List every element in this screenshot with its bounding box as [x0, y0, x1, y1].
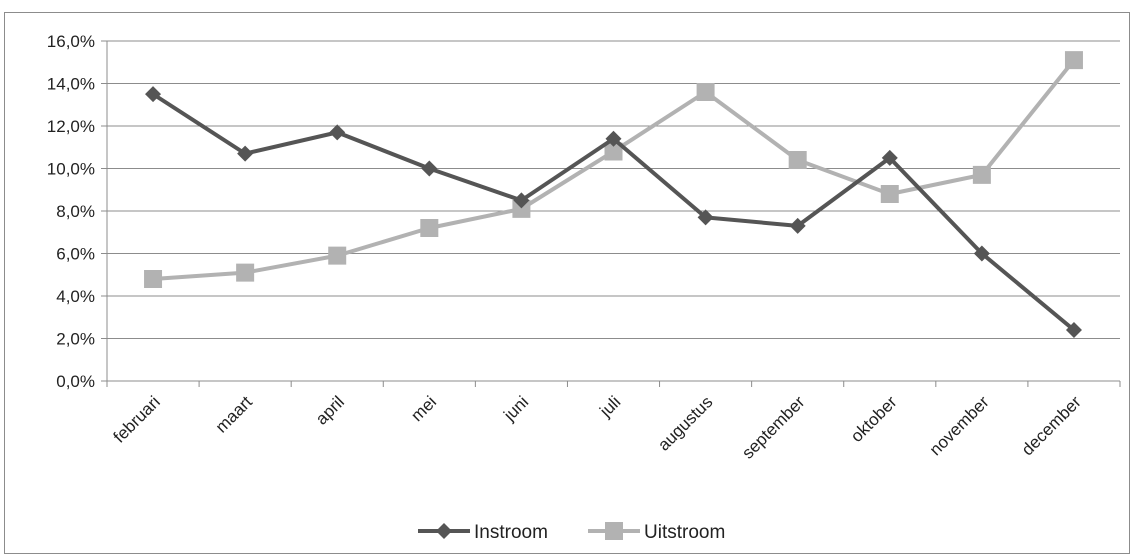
legend-label: Instroom [474, 522, 548, 543]
data-point [1065, 322, 1082, 338]
legend: Instroom Uitstroom [418, 522, 725, 543]
gridlines [107, 40, 1120, 339]
data-point [789, 217, 806, 234]
data-point [1064, 51, 1083, 70]
x-tick-label: februari [110, 392, 164, 446]
data-point [421, 160, 438, 177]
y-tick-label: 16,0% [47, 32, 95, 51]
data-point [604, 142, 623, 161]
data-point [880, 185, 899, 203]
y-tick-label: 12,0% [47, 117, 95, 136]
x-tick-label: juni [499, 392, 532, 425]
data-point [145, 86, 162, 103]
x-tick-label: mei [407, 392, 440, 425]
y-tick-label: 6,0% [56, 245, 95, 264]
series-line [151, 92, 1076, 332]
data-point [512, 199, 531, 218]
x-tick-label: december [1018, 392, 1085, 459]
x-tick-label: november [926, 392, 993, 459]
data-point [436, 523, 452, 539]
data-point [973, 245, 990, 262]
y-tick-label: 0,0% [56, 372, 95, 391]
y-tick-label: 8,0% [56, 202, 95, 221]
legend-item-instroom: Instroom [418, 522, 548, 543]
data-point [788, 151, 807, 169]
data-point [237, 145, 254, 162]
chart-frame [4, 12, 1130, 554]
y-tick-label: 10,0% [47, 160, 95, 179]
x-tick-label: april [312, 392, 348, 428]
series-line [152, 58, 1076, 281]
data-point [972, 165, 991, 184]
data-point [696, 83, 715, 101]
legend-label: Uitstroom [644, 522, 725, 543]
x-tick-label: oktober [847, 392, 901, 446]
data-point [420, 219, 439, 237]
data-point [236, 263, 255, 282]
x-tick-label: juli [595, 392, 624, 421]
x-tick-label: augustus [654, 392, 716, 454]
y-tick-label: 4,0% [56, 287, 95, 306]
series-instroom [145, 86, 1082, 338]
data-point [513, 192, 530, 209]
data-point [605, 130, 622, 147]
axes [101, 40, 1121, 387]
series-layer [144, 51, 1083, 338]
y-tick-label: 2,0% [56, 330, 95, 349]
legend-item-uitstroom: Uitstroom [588, 522, 725, 543]
data-point [144, 270, 163, 288]
series-uitstroom [144, 51, 1083, 288]
data-point [697, 209, 714, 226]
data-point [605, 522, 623, 540]
data-point [881, 149, 898, 166]
y-tick-label: 14,0% [47, 75, 95, 94]
data-point [329, 124, 346, 141]
x-tick-label: september [738, 392, 808, 462]
x-tick-label: maart [212, 392, 256, 436]
tick-labels: 0,0% 2,0% 4,0% 6,0% 8,0% 10,0% 12,0% 14,0% 16,0%… [47, 32, 1085, 463]
data-point [328, 246, 347, 265]
